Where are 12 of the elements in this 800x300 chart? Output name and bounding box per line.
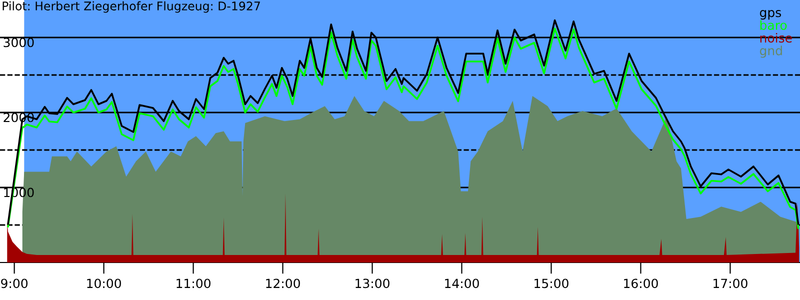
x-tick-label: 10:00 (87, 278, 121, 288)
x-tick-label: 17:00 (714, 278, 748, 288)
x-tick-label: 15:00 (534, 278, 568, 288)
x-tick-label: 14:00 (445, 278, 479, 288)
x-tick-label: 9:00 (1, 278, 28, 288)
x-tick-label: 11:00 (176, 278, 210, 288)
x-tick-label: 12:00 (266, 278, 300, 288)
x-tick-label: 13:00 (356, 278, 390, 288)
text: baro (760, 20, 787, 30)
text: gps (760, 10, 782, 20)
text: gnd (760, 46, 782, 58)
x-tick-label: 16:00 (624, 278, 658, 288)
